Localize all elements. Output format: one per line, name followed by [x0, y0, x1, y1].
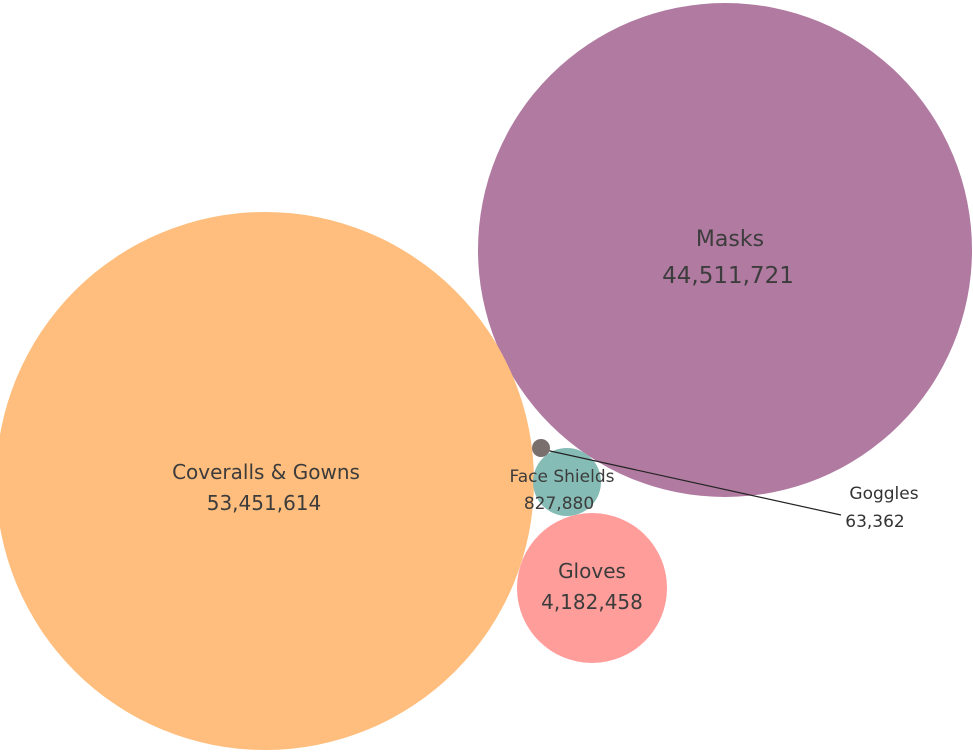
label-goggles-value: 63,362 — [845, 512, 904, 532]
label-coveralls-gowns-name: Coveralls & Gowns — [172, 460, 360, 484]
bubble-gloves[interactable] — [517, 513, 667, 663]
label-coveralls-gowns-value: 53,451,614 — [207, 491, 322, 515]
label-goggles-name: Goggles — [849, 484, 918, 504]
label-gloves-name: Gloves — [558, 559, 626, 583]
label-gloves-value: 4,182,458 — [541, 590, 643, 614]
label-masks-value: 44,511,721 — [662, 263, 794, 289]
bubble-goggles[interactable] — [532, 439, 550, 457]
label-face-shields-name: Face Shields — [510, 467, 615, 487]
bubble-face-shields[interactable] — [533, 448, 601, 516]
label-face-shields-value: 827,880 — [524, 494, 594, 514]
bubble-masks[interactable] — [478, 3, 972, 497]
goggles-callout-line — [540, 448, 842, 516]
label-masks-name: Masks — [696, 227, 764, 252]
bubble-coveralls-gowns[interactable] — [0, 212, 534, 750]
